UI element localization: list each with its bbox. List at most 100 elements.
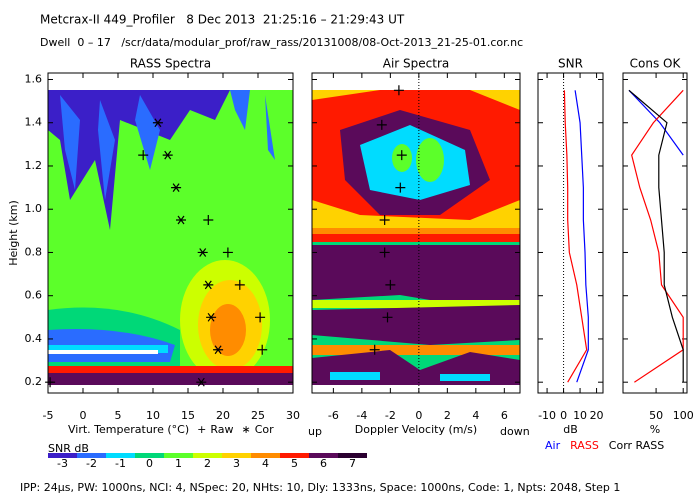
- profile-line: [574, 90, 589, 383]
- air-contour: [312, 90, 520, 385]
- data-point: [45, 377, 56, 388]
- colorbar-swatch: [135, 453, 164, 458]
- colorbar-tick-label: -2: [86, 457, 97, 470]
- panel-title: RASS Spectra: [130, 57, 211, 71]
- x-tick-label: 4: [472, 409, 479, 422]
- x-tick-label: -10: [538, 409, 556, 422]
- x-tick-label: 20: [590, 409, 604, 422]
- colorbar-tick-label: 6: [320, 457, 327, 470]
- data-point: [197, 248, 208, 257]
- data-point: [152, 118, 163, 128]
- colorbar-swatch: [280, 453, 309, 458]
- x-tick-label: 5: [115, 409, 122, 422]
- x-tick-label: 15: [181, 409, 195, 422]
- x-tick-label: -5: [43, 409, 54, 422]
- profile-line: [628, 89, 684, 383]
- colorbar-tick-label: 2: [204, 457, 211, 470]
- colorbar-swatch: [106, 453, 135, 458]
- colorbar-tick-label: 3: [233, 457, 240, 470]
- x-tick-label: 25: [251, 409, 265, 422]
- data-point: [176, 215, 186, 225]
- colorbar-tick-label: -1: [115, 457, 126, 470]
- data-point: [257, 344, 268, 355]
- data-point: [162, 150, 173, 160]
- x-tick-label: 2: [444, 409, 451, 422]
- x-axis-label: Doppler Velocity (m/s): [355, 423, 477, 436]
- x-axis-note: up: [308, 425, 322, 438]
- data-point: [393, 85, 404, 96]
- x-tick-label: 10: [573, 409, 587, 422]
- data-point: [376, 119, 387, 130]
- x-tick-label: 0: [560, 409, 567, 422]
- panel-title: Cons OK: [630, 57, 682, 71]
- legend-label: Air: [545, 439, 561, 452]
- profile-line: [631, 89, 684, 383]
- data-point: [382, 312, 393, 323]
- x-tick-label: 30: [286, 409, 300, 422]
- header-dwell: Dwell 0 – 17 /scr/data/modular_prof/raw_…: [40, 36, 523, 49]
- x-axis-label-text: Virt. Temperature (°C): [68, 423, 189, 436]
- data-point: [203, 215, 214, 226]
- colorbar-tick-label: -3: [57, 457, 68, 470]
- colorbar-swatch: [77, 453, 106, 458]
- colorbar-tick-label: 1: [175, 457, 182, 470]
- data-point: [255, 312, 266, 323]
- y-tick-label: 0.8: [25, 245, 43, 258]
- y-tick-label: 1.0: [25, 202, 43, 215]
- data-point: [379, 215, 390, 226]
- x-axis-note: down: [500, 425, 530, 438]
- rass-contour: [48, 90, 293, 385]
- legend-label: Corr RASS: [609, 439, 664, 452]
- header-title: Metcrax-II 449_Profiler 8 Dec 2013 21:25…: [40, 13, 405, 27]
- data-point: [171, 183, 182, 192]
- x-tick-label: 0: [80, 409, 87, 422]
- colorbar-tick-label: 7: [349, 457, 356, 470]
- legend-label: RASS: [570, 439, 599, 452]
- colorbar-tick-label: 0: [146, 457, 153, 470]
- x-axis-label: dB: [563, 423, 578, 436]
- x-tick-label: 0: [415, 409, 422, 422]
- y-axis-label: Height (km): [7, 200, 20, 266]
- y-tick-label: 1.2: [25, 159, 43, 172]
- y-tick-label: 0.6: [25, 289, 43, 302]
- colorbar-tick-label: 4: [262, 457, 269, 470]
- data-point: [203, 280, 214, 290]
- panel-title: SNR: [558, 57, 583, 71]
- legend-marker: +: [197, 423, 206, 436]
- data-point: [222, 247, 233, 258]
- x-tick-label: 10: [146, 409, 160, 422]
- footer: IPP: 24μs, PW: 1000ns, NCI: 4, NSpec: 20…: [20, 481, 620, 494]
- data-point: [385, 279, 396, 290]
- profile-line: [563, 90, 588, 383]
- x-tick-label: -2: [385, 409, 396, 422]
- colorbar-swatch: [193, 453, 222, 458]
- profile-line: [628, 89, 684, 156]
- colorbar-swatch: [251, 453, 280, 458]
- colorbar-swatch: [338, 453, 367, 458]
- legend-label: Cor: [255, 423, 274, 436]
- x-tick-label: -4: [356, 409, 367, 422]
- y-tick-label: 1.6: [25, 72, 43, 85]
- plot-frame: [537, 72, 604, 394]
- data-point: [379, 247, 390, 258]
- x-tick-label: 100: [673, 409, 694, 422]
- colorbar-swatch: [164, 453, 193, 458]
- legend-marker: ∗: [241, 423, 250, 436]
- colorbar-tick-label: 5: [291, 457, 298, 470]
- data-point: [396, 150, 407, 161]
- y-tick-label: 0.2: [25, 375, 43, 388]
- panel-title: Air Spectra: [383, 57, 450, 71]
- data-point: [206, 312, 217, 322]
- x-axis-label: Virt. Temperature (°C) + Raw ∗ Cor: [68, 423, 274, 436]
- y-tick-label: 0.4: [25, 332, 43, 345]
- plot-frame: [622, 72, 688, 394]
- colorbar-label: SNR dB: [48, 442, 89, 455]
- data-point: [369, 344, 380, 355]
- data-point: [213, 345, 224, 355]
- y-tick-label: 1.4: [25, 116, 43, 129]
- x-tick-label: 6: [501, 409, 508, 422]
- legend-label: Raw: [210, 423, 233, 436]
- plot-frame: [47, 72, 294, 394]
- plot-frame: [311, 72, 521, 394]
